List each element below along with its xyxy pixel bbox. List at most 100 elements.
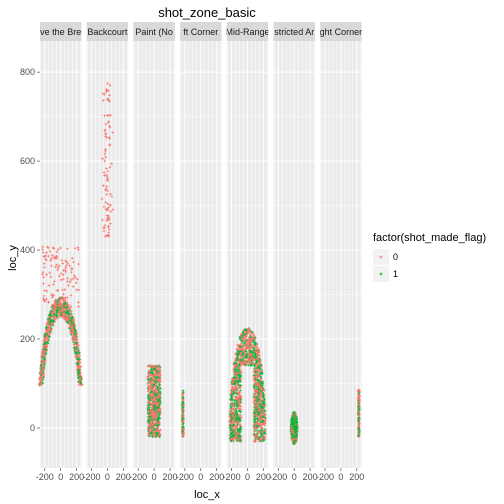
point-missed bbox=[155, 411, 159, 415]
point-missed bbox=[253, 390, 257, 393]
point-missed bbox=[247, 359, 251, 362]
point-missed bbox=[103, 114, 106, 118]
point-missed bbox=[53, 300, 56, 304]
point-missed bbox=[238, 367, 241, 370]
point-made bbox=[233, 380, 237, 384]
point-missed bbox=[357, 400, 361, 404]
point-made bbox=[255, 400, 259, 403]
point-missed bbox=[78, 361, 82, 364]
point-missed bbox=[68, 307, 71, 311]
point-missed bbox=[156, 435, 160, 438]
point-missed bbox=[59, 315, 62, 318]
point-made bbox=[294, 439, 298, 442]
point-missed bbox=[255, 413, 259, 417]
point-missed bbox=[257, 351, 261, 354]
point-made bbox=[156, 385, 160, 389]
point-missed bbox=[258, 394, 262, 398]
point-missed bbox=[253, 427, 257, 430]
point-missed bbox=[357, 389, 360, 393]
point-missed bbox=[62, 308, 66, 312]
point-made bbox=[43, 361, 46, 365]
point-made bbox=[148, 434, 152, 438]
point-missed bbox=[106, 225, 110, 229]
point-made bbox=[181, 389, 185, 393]
point-missed bbox=[47, 324, 50, 328]
point-missed bbox=[101, 157, 105, 161]
facet-strip-label: Paint (No bbox=[135, 27, 173, 37]
point-missed bbox=[76, 365, 79, 369]
point-made bbox=[259, 363, 263, 367]
point-made bbox=[294, 430, 298, 434]
point-missed bbox=[44, 258, 48, 262]
facet-strip-label: ght Corner bbox=[320, 27, 363, 37]
point-missed bbox=[233, 361, 236, 364]
point-made bbox=[254, 370, 258, 374]
point-missed bbox=[263, 437, 267, 441]
point-missed bbox=[158, 433, 162, 436]
point-missed bbox=[53, 303, 57, 307]
point-missed bbox=[42, 367, 46, 371]
point-made bbox=[181, 400, 185, 404]
point-made bbox=[255, 408, 259, 411]
point-made bbox=[240, 339, 243, 343]
legend-label: 1 bbox=[393, 269, 398, 279]
point-made bbox=[155, 424, 159, 427]
point-made bbox=[251, 339, 255, 343]
point-made bbox=[156, 387, 159, 390]
x-tick-label: 200 bbox=[349, 472, 364, 482]
facet-strip-label: ve the Bre bbox=[40, 27, 81, 37]
point-missed bbox=[250, 343, 253, 346]
point-missed bbox=[39, 376, 42, 379]
point-missed bbox=[156, 426, 159, 430]
point-missed bbox=[109, 222, 112, 225]
point-missed bbox=[59, 246, 62, 250]
y-tick-label: 200 bbox=[20, 334, 35, 344]
point-made bbox=[43, 347, 47, 351]
point-missed bbox=[43, 359, 47, 362]
x-tick-label: -200 bbox=[316, 472, 334, 482]
point-missed bbox=[105, 175, 109, 179]
point-made bbox=[229, 394, 233, 398]
point-missed bbox=[51, 303, 54, 307]
point-missed bbox=[230, 421, 234, 425]
point-missed bbox=[254, 348, 257, 352]
point-missed bbox=[149, 377, 153, 381]
x-tick-label: 0 bbox=[245, 472, 250, 482]
point-missed bbox=[234, 420, 238, 424]
point-missed bbox=[260, 377, 263, 381]
point-missed bbox=[104, 132, 108, 136]
point-made bbox=[229, 427, 233, 431]
point-made bbox=[45, 333, 49, 336]
point-missed bbox=[228, 415, 232, 418]
point-missed bbox=[256, 404, 260, 408]
y-tick-label: 0 bbox=[30, 423, 35, 433]
point-made bbox=[238, 345, 242, 348]
point-made bbox=[77, 376, 80, 380]
facet-strip bbox=[40, 22, 82, 41]
legend-entry: 0 bbox=[373, 249, 398, 265]
point-missed bbox=[70, 270, 73, 274]
point-missed bbox=[147, 369, 151, 373]
point-missed bbox=[69, 329, 72, 332]
point-missed bbox=[358, 394, 361, 397]
point-made bbox=[49, 313, 52, 317]
point-made bbox=[155, 433, 158, 437]
point-made bbox=[45, 348, 48, 352]
point-made bbox=[243, 333, 247, 336]
point-missed bbox=[103, 159, 107, 163]
point-missed bbox=[49, 329, 52, 333]
point-missed bbox=[150, 387, 154, 391]
point-made bbox=[238, 336, 242, 340]
point-missed bbox=[233, 411, 237, 414]
data-points bbox=[289, 410, 299, 446]
point-missed bbox=[249, 348, 252, 351]
point-made bbox=[70, 315, 74, 319]
point-missed bbox=[75, 336, 78, 340]
point-missed bbox=[106, 169, 110, 173]
point-made bbox=[262, 393, 265, 396]
point-missed bbox=[147, 376, 150, 380]
point-made bbox=[253, 411, 256, 414]
point-made bbox=[73, 329, 77, 333]
point-missed bbox=[55, 250, 59, 254]
point-missed bbox=[152, 411, 155, 415]
